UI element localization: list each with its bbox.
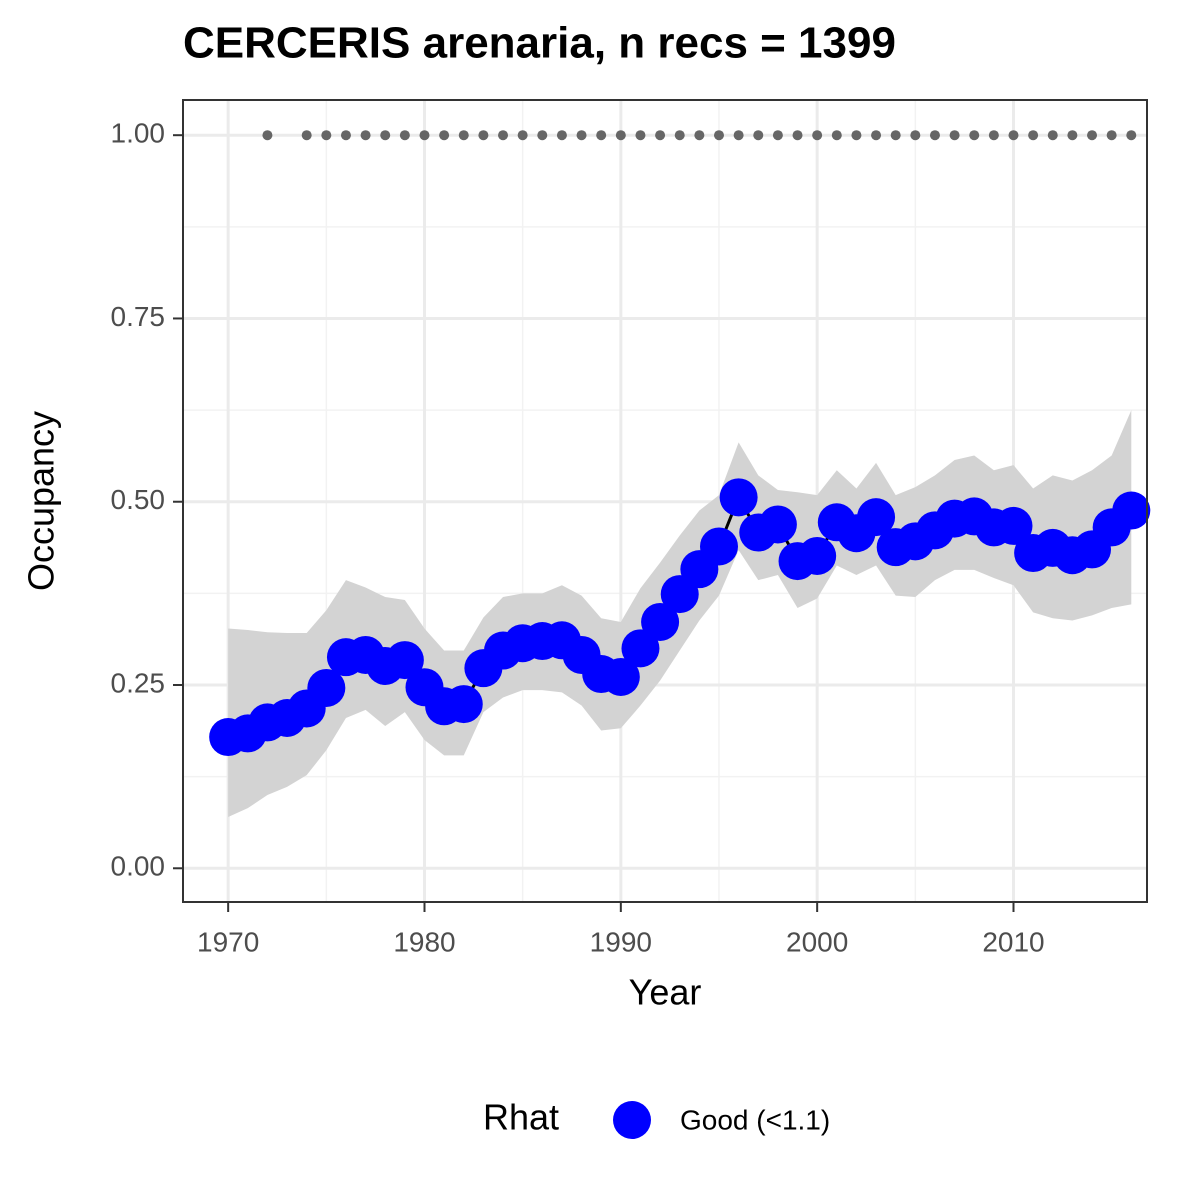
record-dot: [1106, 130, 1117, 141]
x-tick-label: 1990: [590, 926, 652, 957]
point: [444, 685, 483, 724]
record-dot: [969, 130, 980, 141]
x-tick-label: 1970: [197, 926, 259, 957]
record-dot: [733, 130, 744, 141]
y-tick-label: 0.50: [111, 484, 166, 515]
record-dot: [458, 130, 469, 141]
x-tick-label: 2010: [982, 926, 1044, 957]
record-dot: [929, 130, 940, 141]
y-tick-label: 1.00: [111, 118, 166, 149]
record-dot: [1067, 130, 1078, 141]
record-dot: [635, 130, 646, 141]
x-axis-title: Year: [629, 972, 702, 1013]
point: [601, 657, 640, 696]
y-axis-title: Occupancy: [21, 411, 62, 591]
record-dot: [772, 130, 783, 141]
record-dot: [439, 130, 450, 141]
legend-label: Good (<1.1): [680, 1104, 830, 1135]
point: [719, 478, 758, 517]
record-dot: [1047, 130, 1058, 141]
record-dot: [321, 130, 332, 141]
legend-title: Rhat: [483, 1097, 559, 1138]
record-dot: [831, 130, 842, 141]
point: [798, 536, 837, 575]
record-dot: [498, 130, 509, 141]
record-dot: [517, 130, 528, 141]
record-dot: [262, 130, 273, 141]
plot-border: [182, 99, 1148, 903]
record-dot: [988, 130, 999, 141]
point: [994, 506, 1033, 545]
x-tick-label: 2000: [786, 926, 848, 957]
record-dot: [949, 130, 960, 141]
record-dot: [340, 130, 351, 141]
point: [385, 641, 424, 680]
record-dot: [792, 130, 803, 141]
record-dot: [851, 130, 862, 141]
y-tick-label: 0.25: [111, 667, 166, 698]
record-dot: [1028, 130, 1039, 141]
record-dot: [694, 130, 705, 141]
record-dot: [812, 130, 823, 141]
chart-title: CERCERIS arenaria, n recs = 1399: [183, 19, 896, 68]
record-dot: [910, 130, 921, 141]
record-dot: [890, 130, 901, 141]
record-dot: [576, 130, 587, 141]
point: [1112, 491, 1151, 530]
record-dot: [478, 130, 489, 141]
record-dot: [713, 130, 724, 141]
point: [857, 498, 896, 537]
record-dot: [615, 130, 626, 141]
x-tick-label: 1980: [393, 926, 455, 957]
record-dot: [871, 130, 882, 141]
record-dot: [360, 130, 371, 141]
point: [758, 505, 797, 544]
point: [621, 629, 660, 668]
point: [699, 527, 738, 566]
record-dot: [380, 130, 391, 141]
record-dot: [556, 130, 567, 141]
record-dot: [674, 130, 685, 141]
record-dot: [596, 130, 607, 141]
y-tick-label: 0.00: [111, 851, 166, 882]
record-dot: [1087, 130, 1098, 141]
record-dot: [1126, 130, 1137, 141]
y-tick-label: 0.75: [111, 301, 166, 332]
record-dot: [301, 130, 312, 141]
record-dot: [1008, 130, 1019, 141]
record-dot: [419, 130, 430, 141]
record-dot: [537, 130, 548, 141]
record-dot: [753, 130, 764, 141]
point: [641, 602, 680, 641]
record-dot: [655, 130, 666, 141]
legend-marker: [613, 1101, 651, 1139]
record-dot: [399, 130, 410, 141]
point: [307, 668, 346, 707]
